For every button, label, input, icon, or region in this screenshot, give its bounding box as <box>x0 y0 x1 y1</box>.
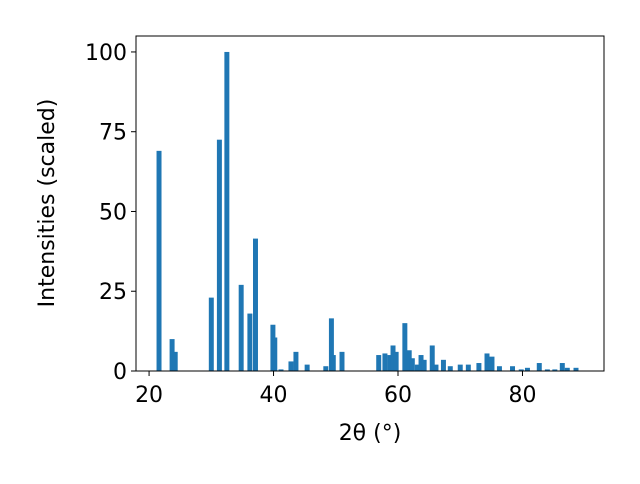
bar <box>169 339 175 371</box>
bar <box>238 284 244 371</box>
bar <box>387 355 393 371</box>
bar <box>156 150 162 371</box>
bar <box>402 323 408 371</box>
bar <box>409 358 415 371</box>
bar <box>457 364 463 371</box>
bar <box>293 351 299 371</box>
bar <box>552 369 558 371</box>
bar <box>484 353 490 371</box>
bar <box>253 238 258 371</box>
bar <box>216 139 222 371</box>
bar <box>510 366 516 371</box>
bar <box>421 359 427 371</box>
bar <box>489 356 495 371</box>
bar <box>330 355 336 371</box>
bar <box>476 363 482 371</box>
bar <box>524 367 530 371</box>
bar <box>447 366 453 371</box>
x-axis-label: 2θ (°) <box>339 421 402 446</box>
bar <box>288 361 294 371</box>
bar <box>573 367 579 371</box>
bar <box>339 351 345 371</box>
bar <box>440 359 446 371</box>
y-tick-label: 25 <box>99 280 127 305</box>
x-tick-label: 60 <box>384 383 412 408</box>
y-tick-label: 50 <box>99 200 127 225</box>
bar <box>278 369 284 371</box>
bar <box>323 366 329 371</box>
bar <box>544 369 550 371</box>
y-axis-label: Intensities (scaled) <box>35 99 60 308</box>
bar <box>390 345 396 371</box>
bar <box>429 345 435 371</box>
bar <box>224 51 230 371</box>
bar <box>465 364 471 371</box>
y-tick-label: 0 <box>113 360 127 385</box>
bar <box>393 351 399 371</box>
y-tick-label: 75 <box>99 121 127 146</box>
plot-frame <box>135 35 605 372</box>
bar <box>247 313 253 371</box>
bar <box>382 353 388 371</box>
bar <box>496 366 502 371</box>
bar <box>406 350 412 371</box>
bar <box>328 318 334 371</box>
bar <box>376 355 382 371</box>
bar <box>272 337 278 371</box>
bar <box>518 369 524 371</box>
x-tick-label: 80 <box>508 383 536 408</box>
bar <box>208 297 214 371</box>
x-tick-label: 40 <box>260 383 288 408</box>
bar <box>433 364 439 371</box>
bar <box>418 355 424 371</box>
bar <box>172 351 178 371</box>
bar <box>536 363 542 371</box>
bar <box>564 367 570 371</box>
bar <box>304 364 310 371</box>
bar <box>414 364 420 371</box>
x-tick-label: 20 <box>135 383 163 408</box>
y-tick-label: 100 <box>85 41 127 66</box>
bar <box>559 363 565 371</box>
